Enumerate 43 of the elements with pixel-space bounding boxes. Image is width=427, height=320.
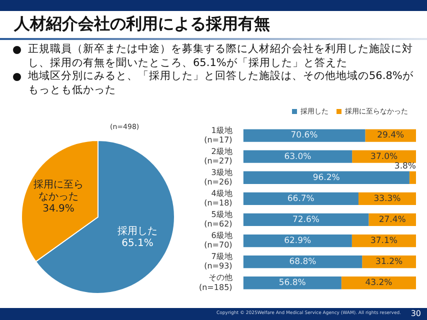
data-label: 68.8% [289,257,316,268]
slice-label: 採用した [117,224,158,237]
bar [243,150,352,163]
data-label: 96.2% [312,172,340,183]
y-tick-label: 4級地 (n=18) [204,188,232,208]
text: 正規職員（新卒または中途）を募集する際に人材紹介会社を利用した施設に対し、採用の有無を聞いたところ、65.1%が「採用した」と答えた [27,43,414,70]
data-label: 66.7% [287,194,314,204]
data-label: 43.2% [365,278,392,288]
data-label: 62.9% [284,236,312,246]
y-tick-label: 5級地 (n=62) [204,210,232,229]
data-label: 63.0% [284,152,312,162]
data-label: 3.8% [394,162,416,172]
bar [341,276,416,290]
data-label: 27.4% [378,214,406,225]
chart-title: 人材紹介会社の利用による採用有無 [14,14,270,35]
y-tick-label: 3級地 (n=26) [204,168,232,187]
bar [243,213,369,226]
bar [243,256,362,268]
y-tick-label: 2級地 (n=27) [204,146,232,166]
data-label: 34.9% [42,203,74,214]
text: 30 [410,309,421,318]
data-label: 70.6% [290,130,318,141]
bar [243,171,410,184]
data-label: 37.1% [370,236,398,246]
bar [243,276,342,290]
y-tick-label: 6級地 (n=70) [204,231,232,250]
bar [409,171,416,184]
y-tick-label: その他 (n=185) [198,273,232,292]
data-label: 72.6% [292,214,320,225]
y-tick-label: 7級地 (n=93) [204,252,232,271]
data-label: 56.8% [278,278,306,288]
data-label: 33.3% [374,194,401,204]
data-label: 31.2% [376,257,403,268]
data-label: 65.1% [122,238,154,249]
data-label: 29.4% [377,130,404,141]
slice-label: 採用に至らなかった [34,178,84,202]
data-label: 37.0% [370,152,398,162]
bar [243,129,366,142]
y-tick-label: 1級地 (n=17) [204,126,232,144]
bar [243,192,358,205]
text: 地域区分別にみると、「採用した」と回答した施設は、その他地域の56.8%がもっとも低かった [27,70,414,97]
bar [365,129,416,142]
bar [243,234,352,248]
